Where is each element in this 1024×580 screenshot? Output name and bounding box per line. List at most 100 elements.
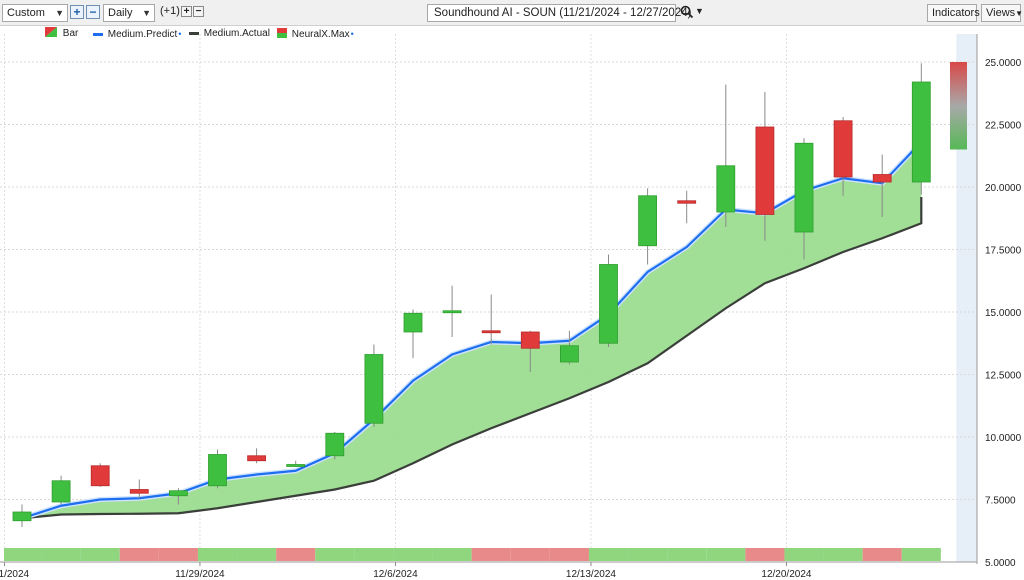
legend-actual-label: Medium.Actual xyxy=(203,28,270,39)
y-tick-label: 20.0000 xyxy=(985,183,1022,194)
candle-down xyxy=(677,200,697,204)
candle-down xyxy=(520,331,540,349)
candle-up xyxy=(12,511,32,522)
candle-up xyxy=(168,490,188,497)
predict-line-icon xyxy=(93,32,103,36)
y-tick-label: 15.0000 xyxy=(985,308,1022,319)
candle-up xyxy=(208,454,227,487)
forecast-zone xyxy=(956,34,977,562)
candle-up xyxy=(638,195,657,247)
chevron-down-icon: ▼ xyxy=(142,8,151,18)
signal-up xyxy=(237,548,277,561)
x-tick-label: 12/20/2024 xyxy=(761,569,811,580)
settings-dot-icon[interactable]: • xyxy=(350,29,354,39)
medium-actual-line xyxy=(21,197,923,520)
chevron-down-icon: ▼ xyxy=(55,8,64,18)
indicators-button-label: Indicators xyxy=(932,7,980,19)
neuralx-icon xyxy=(277,28,287,38)
x-tick-label: 11/21/2024 xyxy=(0,569,30,580)
candle-up xyxy=(442,310,462,314)
symbol-title-field[interactable]: Soundhound AI - SOUN (11/21/2024 - 12/27… xyxy=(427,4,691,22)
signal-up xyxy=(393,548,433,561)
signal-up xyxy=(315,548,355,561)
offset-plus-button[interactable]: + xyxy=(181,6,192,17)
y-tick-label: 5.0000 xyxy=(985,558,1016,569)
signal-up xyxy=(901,548,941,561)
signal-up xyxy=(432,548,472,561)
settings-dot-icon[interactable]: • xyxy=(178,29,182,39)
candle-down xyxy=(755,126,775,215)
legend-item-actual[interactable]: Medium.Actual xyxy=(189,27,270,41)
offset-minus-button[interactable]: − xyxy=(193,6,204,17)
zoom-in-button[interactable]: + xyxy=(70,5,84,19)
candle-down xyxy=(129,489,149,494)
x-tick-label: 12/6/2024 xyxy=(373,569,418,580)
indicators-button[interactable]: Indicators▼ xyxy=(927,4,988,22)
signal-down xyxy=(471,548,511,561)
signal-up xyxy=(588,548,629,561)
legend-item-bar[interactable]: Bar xyxy=(45,27,78,41)
signal-up xyxy=(80,548,120,561)
search-icon[interactable] xyxy=(680,4,694,20)
signal-up xyxy=(667,548,707,561)
chevron-down-icon: ▼ xyxy=(1015,9,1024,18)
search-dropdown-icon[interactable]: ▼ xyxy=(695,6,704,16)
candle-down xyxy=(90,465,110,487)
candle-up xyxy=(794,142,814,233)
signal-down xyxy=(276,548,316,561)
signal-up xyxy=(4,548,42,561)
signal-up xyxy=(197,548,238,561)
zoom-out-button[interactable]: − xyxy=(86,5,100,19)
candle-up xyxy=(911,81,931,183)
candle-down xyxy=(833,120,853,178)
x-tick-label: 11/29/2024 xyxy=(175,569,225,580)
signal-up xyxy=(41,548,81,561)
y-tick-label: 10.0000 xyxy=(985,433,1022,444)
candle-up xyxy=(51,480,71,503)
bar-icon xyxy=(45,27,57,37)
candle-up xyxy=(286,464,306,467)
views-button-label: Views xyxy=(986,7,1016,19)
interval-select-value: Daily xyxy=(108,7,133,19)
medium-predict-halo xyxy=(21,140,924,521)
candle-down xyxy=(481,330,501,334)
interval-select[interactable]: Daily ▼ xyxy=(103,4,155,22)
signal-down xyxy=(549,548,589,561)
candle-up xyxy=(403,312,423,333)
legend-neuralx-label: NeuralX.Max xyxy=(291,29,350,40)
period-select[interactable]: Custom ▼ xyxy=(2,4,68,22)
candle-up xyxy=(716,165,736,213)
actual-line-icon xyxy=(189,31,199,35)
signal-up xyxy=(628,548,668,561)
candle-up xyxy=(560,345,579,363)
signal-down xyxy=(862,548,902,561)
legend-item-predict[interactable]: Medium.Predict• xyxy=(93,27,181,42)
toolbar: Custom ▼ + − Daily ▼ (+1) + − Soundhound… xyxy=(0,0,1024,26)
candle-up xyxy=(325,432,345,457)
signal-up xyxy=(823,548,863,561)
legend-item-neuralx[interactable]: NeuralX.Max• xyxy=(277,27,354,42)
signal-up xyxy=(706,548,746,561)
signal-down xyxy=(119,548,159,561)
candle-down xyxy=(872,174,892,183)
signal-down xyxy=(158,548,198,561)
signal-up xyxy=(784,548,824,561)
predict-actual-band xyxy=(22,142,922,519)
candle-down xyxy=(247,455,267,462)
y-tick-label: 12.5000 xyxy=(985,371,1022,382)
x-tick-label: 12/13/2024 xyxy=(566,569,616,580)
y-tick-label: 25.0000 xyxy=(985,58,1022,69)
medium-predict-line xyxy=(21,141,923,520)
signal-down xyxy=(745,548,785,561)
y-tick-label: 7.5000 xyxy=(985,496,1016,507)
offset-label: (+1) xyxy=(160,5,180,17)
signal-up xyxy=(354,548,394,561)
signal-down xyxy=(510,548,550,561)
y-tick-label: 22.5000 xyxy=(985,121,1022,132)
neuralx-forecast-range xyxy=(950,62,967,150)
views-button[interactable]: Views▼ xyxy=(981,4,1024,22)
period-select-value: Custom xyxy=(7,7,45,19)
legend-predict-label: Medium.Predict xyxy=(107,29,178,40)
legend-bar-label: Bar xyxy=(62,28,79,39)
